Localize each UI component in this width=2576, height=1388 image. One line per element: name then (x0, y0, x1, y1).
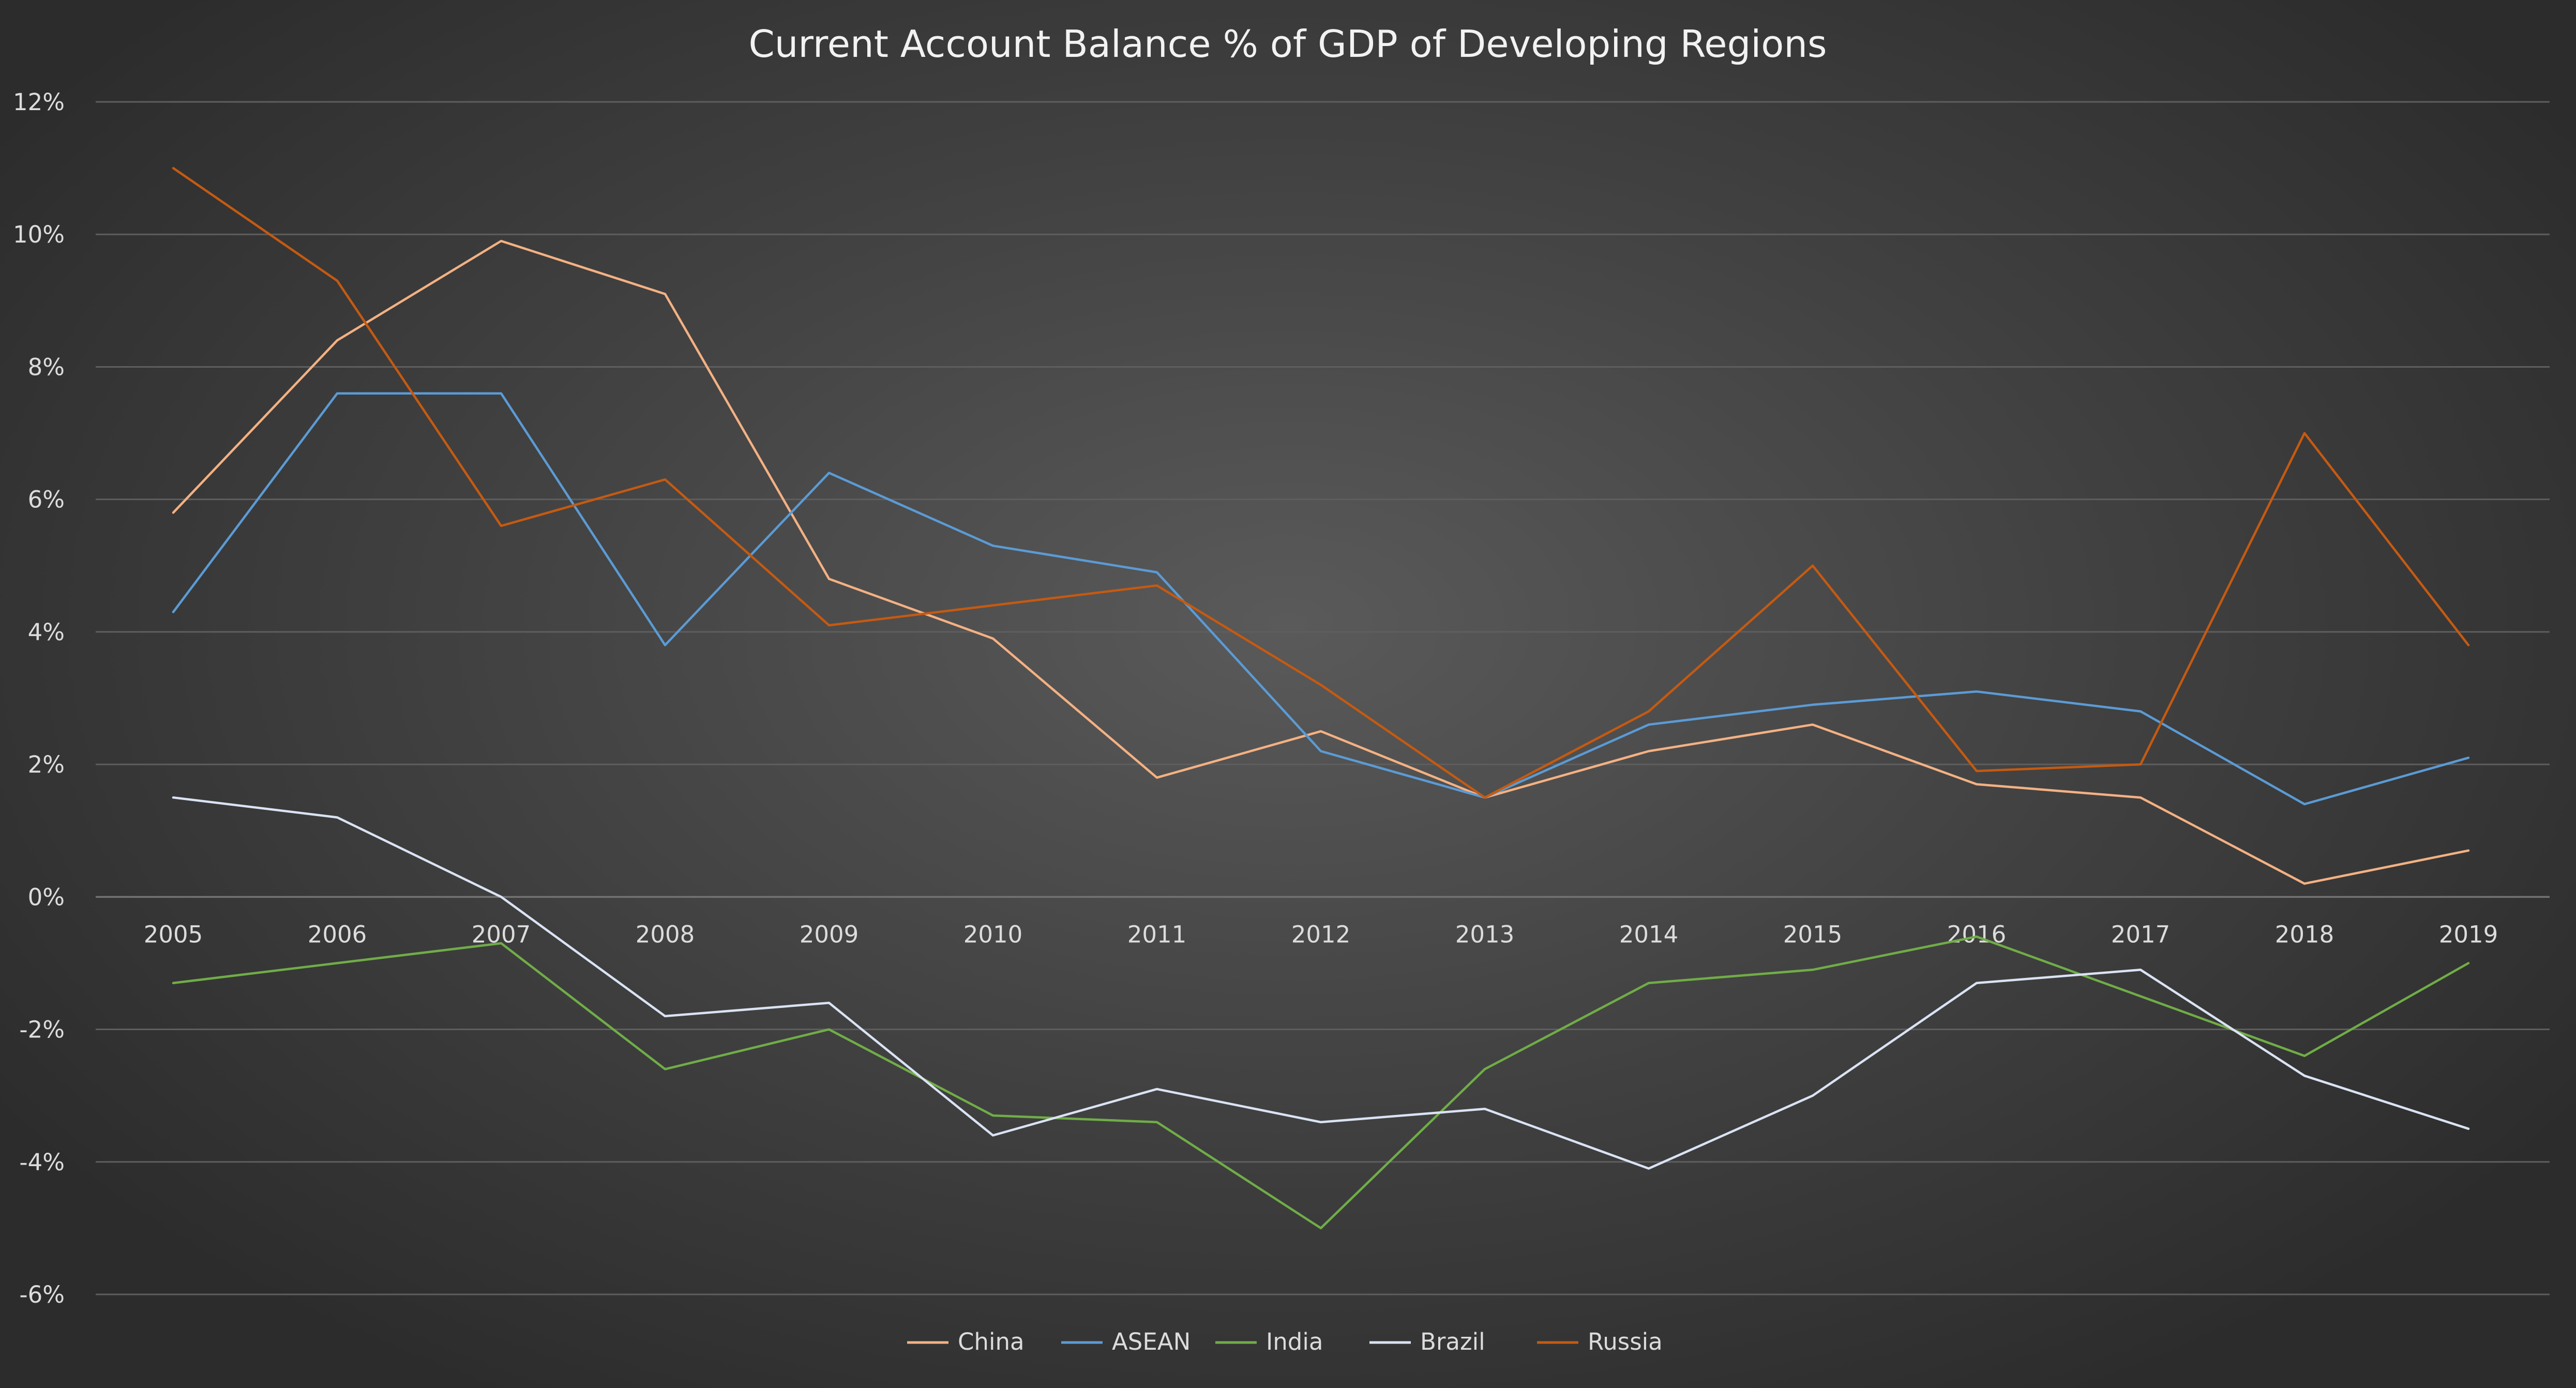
series-lines (172, 167, 2470, 1230)
x-tick-label: 2011 (1127, 921, 1187, 948)
legend: China ASEAN India Brazil Russia (907, 1328, 1663, 1355)
x-tick-label: 2013 (1455, 921, 1515, 948)
y-tick-label: 0% (28, 883, 65, 911)
x-tick-label: 2015 (1783, 921, 1843, 948)
series-line-asean (172, 392, 2470, 806)
x-tick-label: 2005 (144, 921, 203, 948)
x-tick-label: 2012 (1291, 921, 1351, 948)
legend-label: Russia (1588, 1328, 1663, 1355)
y-tick-label: 10% (13, 221, 65, 248)
legend-label: China (958, 1328, 1025, 1355)
legend-label: Brazil (1420, 1328, 1485, 1355)
x-tick-label: 2009 (800, 921, 859, 948)
x-tick-label: 2006 (308, 921, 367, 948)
x-tick-label: 2019 (2439, 921, 2498, 948)
y-axis-tick-labels: 12% 10% 8% 6% 4% 2% 0% -2% -4% -6% (13, 88, 65, 1308)
legend-item-brazil: Brazil (1369, 1328, 1485, 1355)
legend-item-russia: Russia (1537, 1328, 1663, 1355)
x-tick-label: 2017 (2111, 921, 2171, 948)
x-tick-label: 2014 (1619, 921, 1679, 948)
y-tick-label: -2% (19, 1016, 65, 1044)
chart-title: Current Account Balance % of GDP of Deve… (749, 22, 1827, 66)
series-line-brazil (172, 796, 2470, 1170)
x-tick-label: 2018 (2275, 921, 2334, 948)
x-axis-tick-labels: 2005 2006 2007 2008 2009 2010 2011 2012 2013 2014… (144, 921, 2498, 948)
y-tick-label: 6% (28, 486, 65, 514)
y-tick-label: 12% (13, 88, 65, 116)
legend-item-india: India (1215, 1328, 1323, 1355)
x-tick-label: 2010 (963, 921, 1023, 948)
y-tick-label: -6% (19, 1281, 65, 1308)
legend-label: ASEAN (1112, 1328, 1191, 1355)
y-tick-label: -4% (19, 1149, 65, 1176)
gridlines (96, 101, 2550, 1295)
y-tick-label: 8% (28, 353, 65, 381)
x-tick-label: 2008 (636, 921, 695, 948)
y-tick-label: 4% (28, 618, 65, 646)
series-line-russia (172, 167, 2470, 799)
y-tick-label: 2% (28, 751, 65, 778)
series-line-china (172, 239, 2470, 885)
legend-item-china: China (907, 1328, 1025, 1355)
series-line-india (172, 935, 2470, 1230)
legend-item-asean: ASEAN (1061, 1328, 1191, 1355)
legend-label: India (1266, 1328, 1323, 1355)
